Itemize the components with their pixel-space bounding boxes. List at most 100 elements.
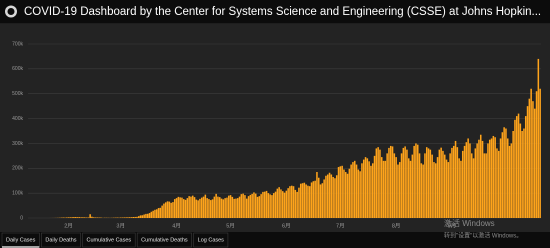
bar bbox=[276, 188, 279, 218]
bar bbox=[508, 145, 511, 218]
bar bbox=[368, 161, 370, 218]
bar bbox=[512, 131, 514, 218]
bar bbox=[182, 199, 185, 218]
bar bbox=[479, 134, 482, 218]
bar bbox=[227, 195, 230, 218]
bar bbox=[269, 194, 271, 218]
bar bbox=[413, 145, 415, 218]
bar bbox=[425, 147, 428, 218]
bar bbox=[78, 217, 81, 218]
bar bbox=[424, 153, 426, 218]
bar bbox=[191, 195, 194, 218]
bar bbox=[199, 198, 201, 218]
bar bbox=[443, 154, 446, 218]
bar bbox=[481, 140, 484, 218]
bar bbox=[130, 217, 133, 218]
bar bbox=[308, 186, 311, 218]
bar bbox=[317, 177, 320, 218]
bar bbox=[294, 189, 297, 218]
bar bbox=[173, 199, 176, 218]
bar bbox=[332, 176, 334, 218]
bar bbox=[242, 193, 244, 218]
bar bbox=[249, 194, 252, 218]
tab[interactable]: Cumulative Deaths bbox=[141, 237, 188, 243]
bar bbox=[371, 163, 374, 218]
tabs: Daily Cases Daily Deaths Cumulative Cases C… bbox=[1, 232, 229, 248]
bar bbox=[393, 153, 396, 218]
bar bbox=[208, 199, 210, 218]
bar bbox=[335, 175, 338, 218]
bar bbox=[285, 190, 288, 218]
tab[interactable]: Cumulative Cases bbox=[87, 237, 132, 243]
bar bbox=[193, 197, 196, 218]
bar bbox=[496, 148, 498, 218]
bar bbox=[357, 169, 360, 218]
bar bbox=[458, 158, 460, 218]
bar bbox=[339, 166, 342, 218]
bar bbox=[164, 202, 167, 218]
bar bbox=[377, 147, 379, 218]
bar bbox=[123, 217, 126, 218]
watermark-line: 转到"设置"以激活 Windows。 bbox=[444, 232, 522, 240]
bar bbox=[181, 197, 183, 218]
bar bbox=[447, 162, 450, 218]
bar bbox=[287, 188, 289, 218]
bar bbox=[226, 197, 228, 218]
tab[interactable]: Daily Cases bbox=[6, 237, 36, 243]
tab[interactable]: Log Cases bbox=[198, 237, 225, 243]
bar bbox=[125, 217, 127, 218]
bar bbox=[236, 198, 239, 218]
bar bbox=[397, 164, 399, 218]
bar bbox=[476, 143, 478, 218]
y-tick-label: 400k bbox=[12, 116, 23, 122]
bar bbox=[470, 153, 473, 218]
bar bbox=[134, 216, 136, 218]
y-tick-label: 100k bbox=[12, 190, 23, 196]
bar bbox=[94, 217, 97, 218]
bar bbox=[384, 160, 387, 218]
y-tick-label: 200k bbox=[12, 166, 23, 172]
bar bbox=[517, 113, 520, 218]
bar bbox=[418, 153, 421, 218]
bar bbox=[537, 58, 540, 218]
bar bbox=[256, 196, 259, 218]
bar bbox=[289, 186, 291, 218]
bar bbox=[515, 116, 518, 218]
tab-frame[interactable] bbox=[193, 232, 229, 248]
bar bbox=[195, 199, 198, 218]
bar bbox=[312, 181, 315, 218]
tab-frame[interactable] bbox=[82, 232, 136, 248]
bar bbox=[197, 200, 199, 218]
tab-frame[interactable] bbox=[41, 232, 81, 248]
bar bbox=[461, 150, 464, 218]
bar bbox=[87, 217, 90, 218]
bar bbox=[310, 182, 313, 218]
bar bbox=[200, 197, 203, 218]
bar bbox=[449, 153, 451, 218]
bar bbox=[146, 213, 149, 218]
bar bbox=[319, 184, 322, 218]
bar bbox=[346, 173, 349, 218]
bar bbox=[321, 183, 324, 218]
bar bbox=[398, 162, 401, 218]
bar bbox=[402, 147, 405, 218]
bar bbox=[474, 148, 477, 218]
bar bbox=[258, 196, 261, 218]
bar bbox=[217, 196, 219, 218]
tab-frame[interactable] bbox=[136, 232, 192, 248]
bar bbox=[224, 198, 226, 218]
bar bbox=[274, 191, 277, 218]
tab[interactable]: Daily Deaths bbox=[45, 237, 76, 243]
bar bbox=[422, 164, 424, 218]
bar bbox=[524, 116, 527, 218]
bar bbox=[379, 149, 381, 218]
bar bbox=[179, 197, 181, 218]
bar bbox=[389, 145, 392, 218]
bar bbox=[220, 198, 223, 218]
y-tick-label: 700k bbox=[12, 41, 23, 47]
logo-inner bbox=[7, 8, 15, 15]
bar bbox=[490, 138, 493, 218]
bar bbox=[229, 195, 232, 218]
bar bbox=[343, 169, 345, 218]
bar bbox=[74, 217, 77, 218]
